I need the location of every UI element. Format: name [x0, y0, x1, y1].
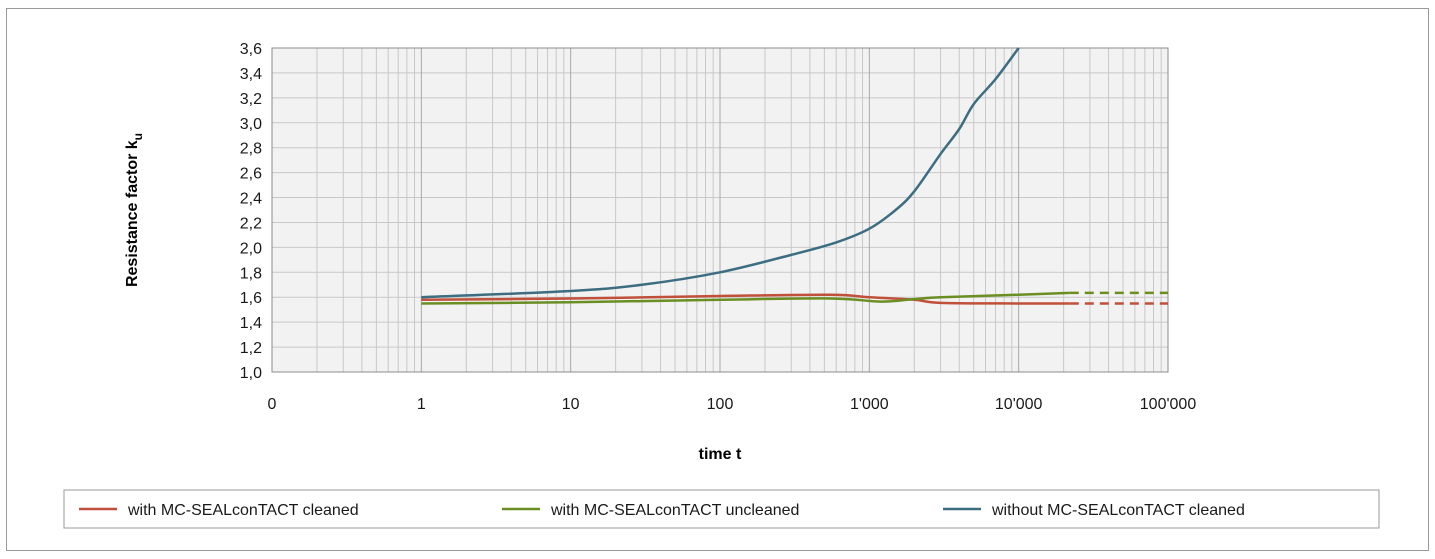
y-tick-label: 3,0: [240, 116, 262, 133]
y-tick-label: 1,2: [240, 340, 262, 357]
series-line-2: [421, 291, 1070, 305]
x-tick-label: 10'000: [995, 396, 1043, 413]
y-axis-title: Resistance factor ku: [124, 133, 145, 287]
x-axis-ticks: 0 1 10 100 1'000 10'000 100'000: [268, 396, 1197, 413]
y-tick-label: 2,8: [240, 141, 262, 158]
x-axis-title: time t: [699, 446, 742, 463]
series-line-3: [421, 47, 1020, 299]
y-tick-label: 2,0: [240, 240, 262, 257]
legend-label: without MC-SEALconTACT cleaned: [991, 502, 1245, 519]
y-tick-label: 1,6: [240, 290, 262, 307]
y-tick-label: 1,4: [240, 315, 262, 332]
x-tick-label: 10: [562, 396, 580, 413]
grid-lines: [272, 48, 1168, 372]
y-tick-label: 2,2: [240, 215, 262, 232]
x-tick-label: 100: [707, 396, 734, 413]
legend-box: [63, 489, 1380, 529]
y-tick-label: 3,2: [240, 91, 262, 108]
y-tick-label: 1,8: [240, 265, 262, 282]
y-tick-label: 2,6: [240, 166, 262, 183]
plot-border: [271, 47, 1169, 373]
x-tick-label: 1'000: [850, 396, 889, 413]
legend-label: with MC-SEALconTACT uncleaned: [550, 502, 799, 519]
series-layer: [421, 47, 1168, 305]
series-line-1: [421, 293, 1070, 305]
legend-label: with MC-SEALconTACT cleaned: [127, 502, 359, 519]
y-axis-ticks: 1,0 1,2 1,4 1,6 1,8 2,0 2,2 2,4 2,6 2,8 3,0 3,2 3,4 3…: [240, 41, 262, 382]
x-tick-label: 100'000: [1140, 396, 1197, 413]
x-tick-label: 1: [417, 396, 426, 413]
y-tick-label: 2,4: [240, 191, 262, 208]
x-tick-label: 0: [268, 396, 277, 413]
y-tick-label: 1,0: [240, 365, 262, 382]
legend: with MC-SEALconTACT cleaned with MC-SEALc…: [79, 502, 1245, 519]
y-tick-label: 3,4: [240, 66, 262, 83]
y-tick-label: 3,6: [240, 41, 262, 58]
